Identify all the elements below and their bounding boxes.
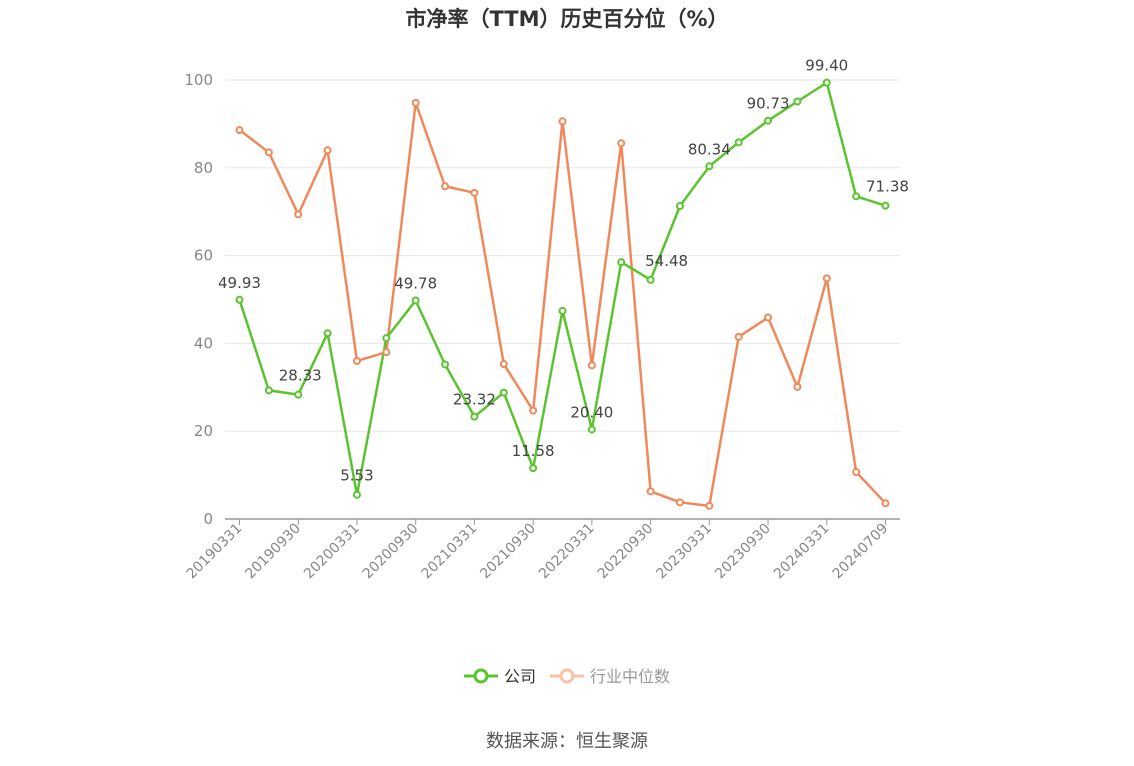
data-label: 71.38 [866,178,909,196]
y-tick-label: 80 [194,159,213,177]
data-point-industry-median[interactable] [881,499,890,508]
x-tick-label: 20210930 [477,521,539,583]
data-point-industry-median[interactable] [646,487,655,496]
x-tick-label: 20200331 [301,521,363,583]
data-label: 28.33 [279,367,322,385]
data-label: 49.78 [394,274,437,292]
legend-marker-company [473,668,489,684]
data-label: 54.48 [645,252,688,270]
data-point-company[interactable] [411,296,420,305]
chart-title: 市净率（TTM）历史百分位（%） [405,7,728,31]
data-point-company[interactable] [323,329,332,338]
data-label: 99.40 [805,57,848,75]
data-point-company[interactable] [764,116,773,125]
data-point-industry-median[interactable] [734,332,743,341]
data-point-company[interactable] [499,388,508,397]
data-label: 20.40 [570,403,613,421]
series-line-industry-median [238,101,887,508]
x-tick-label: 20190331 [184,521,246,583]
data-point-company[interactable] [264,386,273,395]
data-label: 11.58 [512,442,555,460]
legend-label-industry-median: 行业中位数 [590,667,670,686]
data-point-industry-median[interactable] [470,188,479,197]
series-lines [238,81,887,508]
data-point-industry-median[interactable] [764,313,773,322]
data-point-industry-median[interactable] [411,98,420,107]
data-label: 5.53 [340,467,373,485]
y-tick-label: 40 [194,334,213,352]
data-point-industry-median[interactable] [587,361,596,370]
legend-label-company: 公司 [504,667,536,686]
data-point-company[interactable] [558,306,567,315]
data-point-industry-median[interactable] [235,126,244,135]
data-point-company[interactable] [441,360,450,369]
x-tick-label: 20210331 [419,521,481,583]
y-tick-label: 0 [203,510,213,528]
legend: 公司 行业中位数 [464,667,670,686]
data-point-industry-median[interactable] [529,406,538,415]
data-point-company[interactable] [675,201,684,210]
series-points [235,78,890,510]
data-point-company[interactable] [734,138,743,147]
data-source: 数据来源：恒生聚源 [486,731,648,752]
data-point-company[interactable] [705,162,714,171]
data-label: 90.73 [747,95,790,113]
x-tick-label: 20230930 [712,521,774,583]
data-point-industry-median[interactable] [352,356,361,365]
series-line-company [238,81,886,496]
data-point-industry-median[interactable] [793,382,802,391]
y-tick-label: 20 [194,422,213,440]
y-axis: 0 20 40 60 80 100 [184,71,213,528]
x-tick-label: 20220331 [536,521,598,583]
data-point-industry-median[interactable] [822,274,831,283]
data-point-industry-median[interactable] [323,146,332,155]
data-point-company[interactable] [235,295,244,304]
y-tick-label: 100 [184,71,213,89]
data-point-company[interactable] [470,412,479,421]
data-point-company[interactable] [852,192,861,201]
legend-item-industry-median[interactable]: 行业中位数 [550,667,670,686]
x-axis: 2019033120190930202003312020093020210331… [184,518,900,583]
data-point-industry-median[interactable] [617,139,626,148]
legend-marker-industry-median [559,668,575,684]
x-tick-label: 20240709 [830,521,892,583]
data-point-company[interactable] [617,258,626,267]
x-tick-label: 20230331 [653,521,715,583]
x-tick-label: 20240331 [771,521,833,583]
data-point-industry-median[interactable] [264,148,273,157]
data-point-industry-median[interactable] [675,498,684,507]
data-point-company[interactable] [881,201,890,210]
legend-item-company[interactable]: 公司 [464,667,536,686]
data-point-company[interactable] [529,464,538,473]
data-point-company[interactable] [793,97,802,106]
data-label: 49.93 [218,274,261,292]
data-point-industry-median[interactable] [499,360,508,369]
y-tick-label: 60 [194,247,213,265]
data-point-company[interactable] [822,78,831,87]
data-point-company[interactable] [587,425,596,434]
grid-lines [225,79,900,432]
data-point-industry-median[interactable] [558,117,567,126]
data-point-company[interactable] [382,334,391,343]
data-point-industry-median[interactable] [382,348,391,357]
data-label: 80.34 [688,140,731,158]
x-tick-label: 20200930 [360,521,422,583]
x-tick-label: 20220930 [595,521,657,583]
data-point-industry-median[interactable] [441,182,450,191]
data-point-company[interactable] [646,275,655,284]
data-label: 23.32 [453,391,496,409]
x-tick-label: 20190930 [242,521,304,583]
data-point-industry-median[interactable] [705,501,714,510]
data-point-industry-median[interactable] [852,468,861,477]
data-point-industry-median[interactable] [294,210,303,219]
data-labels: 49.93 28.33 5.53 49.78 23.32 11.58 20.40 54.48 8… [218,57,909,485]
data-point-company[interactable] [294,390,303,399]
data-point-company[interactable] [352,490,361,499]
